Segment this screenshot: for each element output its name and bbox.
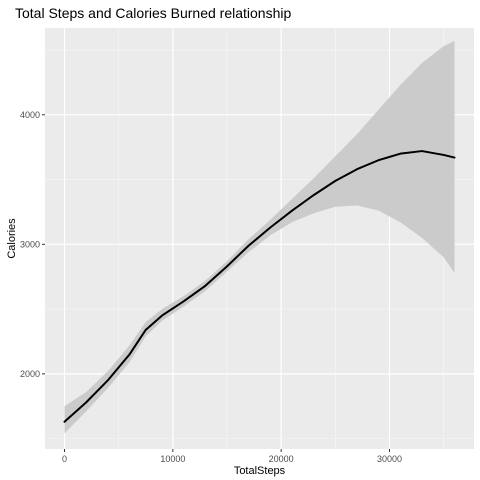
y-axis-label: Calories	[6, 218, 18, 259]
x-tick-label: 0	[62, 454, 67, 464]
chart-title: Total Steps and Calories Burned relation…	[15, 5, 291, 21]
y-tick-label: 4000	[20, 110, 40, 120]
gridlines	[45, 28, 474, 449]
smooth-line	[63, 150, 456, 423]
x-tick-label: 20000	[269, 454, 294, 464]
axis-ticks: 0 10000 20000 30000 2000 3000 4000	[20, 110, 402, 464]
x-tick-label: 30000	[377, 454, 402, 464]
x-tick-label: 10000	[160, 454, 185, 464]
plot-marks	[63, 40, 456, 434]
y-tick-label: 2000	[20, 369, 40, 379]
y-tick-label: 3000	[20, 239, 40, 249]
x-axis-label: TotalSteps	[234, 465, 286, 477]
